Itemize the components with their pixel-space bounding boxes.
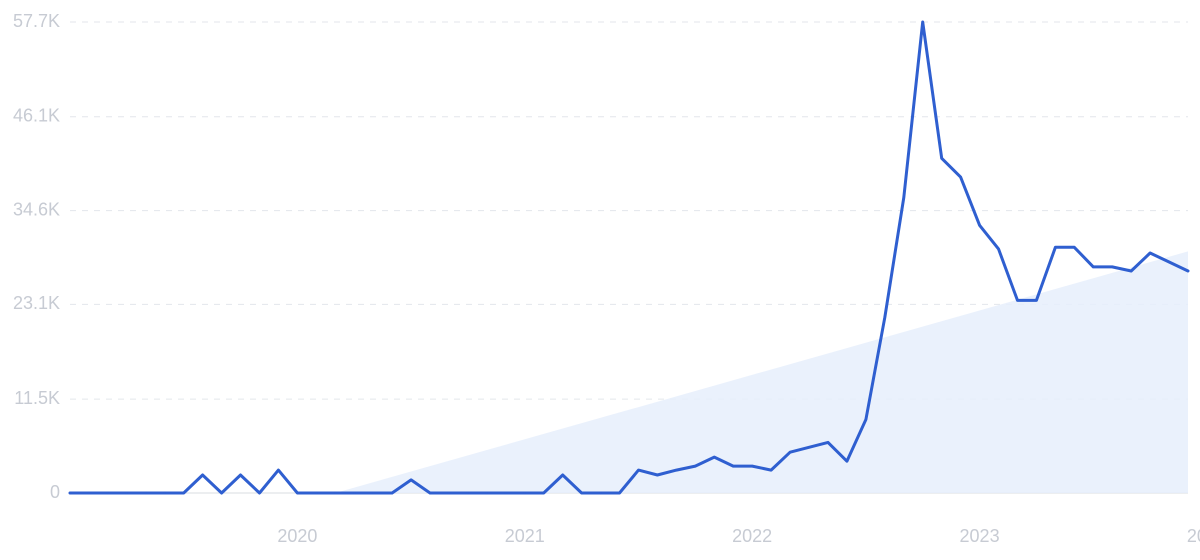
data-point: [807, 446, 811, 449]
data-point: [769, 468, 773, 472]
data-point: [1129, 269, 1133, 273]
data-point: [959, 175, 962, 179]
data-point: [315, 491, 318, 495]
data-point: [239, 473, 242, 477]
data-point: [68, 491, 72, 495]
data-point: [390, 491, 394, 495]
data-point: [371, 491, 375, 495]
data-point: [542, 491, 545, 495]
data-point: [978, 224, 981, 227]
data-point: [599, 491, 602, 495]
data-point: [1148, 251, 1152, 255]
series-line: [68, 20, 1190, 495]
data-point: [466, 491, 470, 495]
x-tick-label: 2022: [732, 526, 772, 546]
data-point: [1073, 246, 1076, 249]
y-tick-label: 0: [50, 482, 60, 502]
data-point: [1167, 260, 1171, 264]
data-point: [1016, 299, 1019, 302]
data-point: [580, 491, 583, 495]
data-point: [220, 491, 223, 495]
y-tick-label: 57.7K: [13, 11, 60, 31]
data-point: [428, 491, 432, 495]
data-point: [561, 473, 564, 477]
data-point: [523, 491, 526, 495]
data-point: [1186, 269, 1190, 273]
data-point: [997, 247, 1000, 251]
y-axis: 0 11.5K 23.1K 34.6K 46.1K 57.7K: [13, 11, 60, 502]
data-point: [258, 491, 261, 495]
data-point: [921, 20, 924, 24]
x-tick-label: 2024: [1187, 526, 1200, 546]
data-point: [125, 491, 129, 495]
x-axis: 2020 2021 2022 2023 2024: [277, 526, 1200, 546]
data-point: [353, 491, 356, 495]
data-point: [732, 464, 735, 468]
x-tick-label: 2021: [505, 526, 545, 546]
data-point: [750, 464, 754, 468]
data-point: [713, 455, 716, 459]
y-tick-label: 34.6K: [13, 199, 60, 219]
data-point: [675, 468, 678, 472]
data-point: [940, 157, 943, 160]
data-point: [296, 491, 299, 495]
data-point: [87, 491, 91, 495]
data-point: [163, 491, 166, 495]
data-point: [201, 473, 204, 477]
trend-area-shape: [335, 251, 1188, 493]
data-point: [504, 491, 508, 495]
data-point: [656, 473, 659, 477]
data-point: [182, 491, 185, 495]
data-point: [409, 478, 413, 482]
x-tick-label: 2023: [960, 526, 1000, 546]
data-point: [144, 491, 147, 495]
data-point: [618, 491, 621, 495]
data-point: [1035, 299, 1038, 302]
data-point: [1054, 246, 1057, 249]
data-point: [1111, 265, 1114, 269]
y-tick-label: 11.5K: [14, 388, 60, 408]
data-point: [883, 316, 887, 319]
series-line-group: [68, 20, 1190, 495]
y-tick-label: 46.1K: [13, 105, 60, 125]
data-point: [485, 491, 489, 495]
data-point: [637, 468, 640, 472]
data-point: [277, 468, 280, 472]
data-point: [694, 464, 697, 468]
data-point: [826, 441, 830, 444]
data-point: [902, 196, 905, 199]
x-tick-label: 2020: [277, 526, 317, 546]
trend-area: [335, 251, 1188, 493]
data-point: [334, 491, 337, 495]
data-point: [845, 459, 849, 463]
data-point: [1092, 265, 1095, 269]
data-point: [788, 450, 792, 454]
y-tick-label: 23.1K: [13, 293, 60, 313]
data-point: [106, 491, 110, 495]
data-point: [864, 418, 868, 421]
data-point: [447, 491, 451, 495]
